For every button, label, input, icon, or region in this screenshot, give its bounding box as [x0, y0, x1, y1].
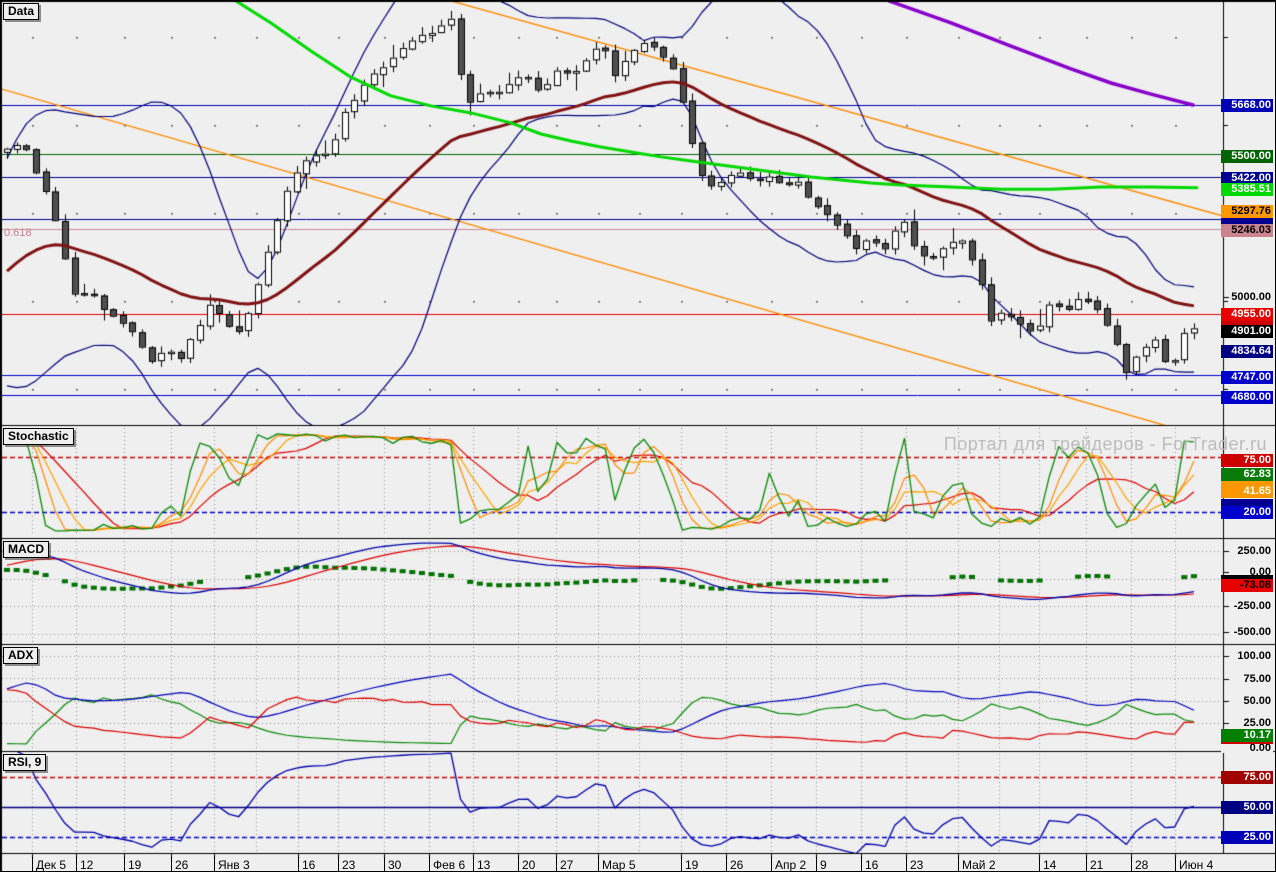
price-label: 75.00 — [1221, 453, 1273, 467]
price-label: 75.00 — [1221, 770, 1273, 784]
price-label: 20.00 — [1221, 505, 1273, 519]
price-label: 5246.03 — [1221, 223, 1273, 237]
x-axis-label: 23 — [906, 857, 923, 871]
x-axis-label: Июн 4 — [1175, 857, 1213, 871]
tab-data[interactable]: Data — [3, 3, 40, 20]
price-label: -73.08 — [1221, 578, 1273, 592]
x-axis-label: 9 — [816, 857, 827, 871]
price-label: 0.00 — [1221, 743, 1273, 753]
fibonacci-level-label: 0.618 — [4, 227, 32, 239]
price-label: 4955.00 — [1221, 307, 1273, 321]
tab-adx[interactable]: ADX — [3, 647, 39, 664]
x-axis-label: Фев 6 — [429, 857, 465, 871]
x-axis-label: Мар 5 — [598, 857, 636, 871]
price-label: 5500.00 — [1221, 149, 1273, 163]
x-axis-label: 28 — [1131, 857, 1148, 871]
price-label: 10.17 — [1221, 728, 1273, 742]
price-label: 5422.00 — [1221, 171, 1273, 185]
price-label: 5385.51 — [1221, 182, 1273, 196]
x-axis-label: 20 — [518, 857, 535, 871]
x-axis-label: Апр 2 — [771, 857, 806, 871]
price-label: 5668.00 — [1221, 98, 1273, 112]
price-label: 5297.76 — [1221, 204, 1273, 218]
axis-tick-label: 50.00 — [1243, 694, 1271, 707]
x-axis-label: Янв 3 — [214, 857, 250, 871]
axis-tick-label: 250.00 — [1237, 544, 1271, 557]
x-axis-label: Дек 5 — [32, 857, 66, 871]
x-axis-label: 14 — [1039, 857, 1056, 871]
x-axis-label: 26 — [171, 857, 188, 871]
x-axis-label: 27 — [556, 857, 573, 871]
tab-stochastic[interactable]: Stochastic — [3, 428, 74, 445]
x-axis-label: 16 — [861, 857, 878, 871]
axis-tick-label: 75.00 — [1243, 672, 1271, 685]
x-axis-label: 12 — [76, 857, 93, 871]
x-axis-label: 13 — [473, 857, 490, 871]
x-axis-label: 16 — [298, 857, 315, 871]
x-axis-label: 19 — [124, 857, 141, 871]
tab-rsi[interactable]: RSI, 9 — [3, 754, 47, 771]
price-label: 62.83 — [1221, 467, 1273, 481]
tab-macd[interactable]: MACD — [3, 541, 49, 558]
x-axis-label: 30 — [384, 857, 401, 871]
axis-tick-label: 100.00 — [1237, 649, 1271, 662]
x-axis-label: 19 — [681, 857, 698, 871]
price-label — [1221, 740, 1273, 746]
price-label: 41.65 — [1221, 484, 1273, 498]
watermark: Портал для трейдеров - ForTrader.ru — [943, 434, 1267, 454]
price-label: 25.00 — [1221, 830, 1273, 844]
axis-tick-label: -250.00 — [1233, 599, 1271, 612]
x-axis-label: 21 — [1086, 857, 1103, 871]
axis-tick-label: 25.00 — [1243, 716, 1271, 729]
price-label: 4901.00 — [1221, 324, 1273, 338]
price-label: 4834.64 — [1221, 344, 1273, 358]
price-label — [1221, 574, 1273, 580]
axis-tick-label: 5000.00 — [1231, 290, 1271, 303]
axis-tick-label: 0.00 — [1249, 565, 1271, 578]
price-label: 4747.00 — [1221, 370, 1273, 384]
price-label: 50.00 — [1221, 800, 1273, 814]
x-axis-label: 23 — [338, 857, 355, 871]
axis-tick-label: -500.00 — [1233, 625, 1271, 638]
x-axis-label: 26 — [726, 857, 743, 871]
price-label: 4680.00 — [1221, 390, 1273, 404]
x-axis-label: Май 2 — [958, 857, 996, 871]
